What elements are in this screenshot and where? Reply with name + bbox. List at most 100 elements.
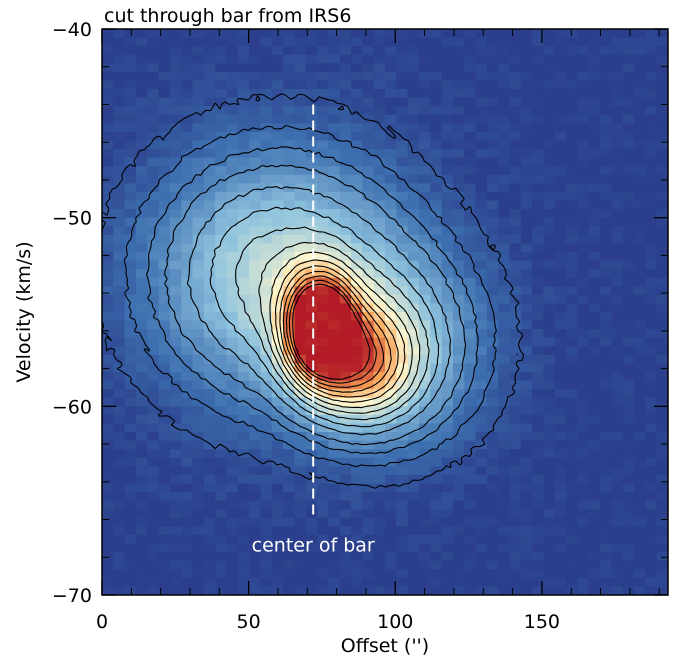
heatmap-cell [532,191,545,202]
heatmap-cell [158,106,171,116]
heatmap-cell [656,363,668,373]
heatmap-cell [328,346,341,356]
heatmap-cell [645,526,658,536]
heatmap-cell [283,560,296,570]
heatmap-cell [237,372,250,382]
heatmap-cell [520,71,533,82]
heatmap-cell [577,294,590,305]
heatmap-cell [396,131,409,142]
heatmap-cell [249,286,262,296]
heatmap-cell [611,251,624,262]
heatmap-cell [294,517,307,527]
heatmap-cell [464,423,477,433]
heatmap-cell [509,509,522,519]
heatmap-cell [317,131,329,142]
heatmap-cell [532,543,545,553]
heatmap-cell [543,89,556,99]
heatmap-cell [464,397,477,407]
y-tick-label: −70 [52,585,92,607]
heatmap-cell [407,294,420,305]
heatmap-cell [588,552,601,562]
heatmap-cell [260,354,273,365]
heatmap-cell [339,123,352,133]
heatmap-cell [577,114,590,124]
heatmap-cell [271,217,284,227]
heatmap-cell [192,71,205,82]
heatmap-cell [498,372,511,382]
heatmap-cell [430,406,443,416]
heatmap-cell [600,269,612,279]
heatmap-cell [441,303,454,313]
heatmap-cell [135,449,148,459]
heatmap-cell [600,123,612,133]
heatmap-cell [452,89,465,99]
heatmap-cell [611,106,624,116]
heatmap-cell [181,149,194,159]
heatmap-cell [464,492,477,502]
heatmap-cell [543,294,556,305]
heatmap-cell [373,200,386,210]
heatmap-cell [215,312,228,322]
heatmap-cell [441,517,454,527]
heatmap-cell [124,577,137,588]
heatmap-cell [566,54,579,64]
heatmap-cell [520,586,533,595]
heatmap-cell [452,243,465,253]
heatmap-cell [532,509,545,519]
heatmap-cell [600,97,612,107]
heatmap-cell [407,449,420,459]
heatmap-cell [271,80,284,90]
heatmap-cell [486,286,499,296]
heatmap-cell [237,312,250,322]
heatmap-cell [181,200,194,210]
heatmap-cell [441,37,454,47]
heatmap-cell [113,29,126,39]
heatmap-cell [430,106,443,116]
heatmap-cell [351,63,363,73]
heatmap-cell [577,54,590,64]
heatmap-cell [441,294,454,305]
heatmap-cell [475,337,488,347]
heatmap-cell [622,320,635,330]
heatmap-cell [203,29,216,39]
heatmap-cell [452,466,465,476]
heatmap-cell [373,329,386,339]
heatmap-cell [237,123,250,133]
heatmap-cell [158,577,171,588]
heatmap-cell [611,260,624,270]
heatmap-cell [385,552,397,562]
heatmap-cell [226,397,239,407]
heatmap-cell [509,397,522,407]
heatmap-cell [147,372,160,382]
heatmap-cell [407,483,420,493]
heatmap-cell [181,123,194,133]
heatmap-cell [362,380,375,390]
heatmap-cell [520,457,533,467]
heatmap-cell [407,414,420,425]
heatmap-cell [577,286,590,296]
heatmap-cell [385,294,397,305]
heatmap-cell [543,483,556,493]
heatmap-cell [634,191,646,202]
heatmap-cell [588,423,601,433]
heatmap-cell [554,140,567,150]
y-tick-label: −40 [52,19,92,41]
heatmap-cell [147,106,160,116]
heatmap-cell [215,294,228,305]
heatmap-cell [124,346,137,356]
heatmap-cell [509,474,522,485]
heatmap-cell [113,131,126,142]
heatmap-cell [317,260,329,270]
heatmap-cell [124,329,137,339]
heatmap-cell [430,346,443,356]
heatmap-cell [181,217,194,227]
heatmap-cell [283,243,296,253]
heatmap-cell [430,243,443,253]
heatmap-cell [520,217,533,227]
heatmap-cell [407,157,420,167]
heatmap-cell [452,543,465,553]
heatmap-cell [351,46,363,56]
heatmap-cell [577,234,590,244]
heatmap-cell [509,63,522,73]
heatmap-cell [441,114,454,124]
